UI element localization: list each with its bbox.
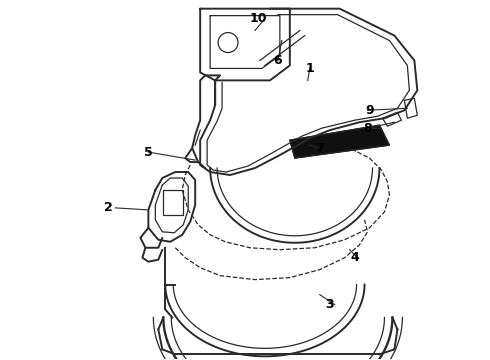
Text: 7: 7 [316,141,324,155]
Text: 4: 4 [350,251,359,264]
Text: 8: 8 [363,122,372,135]
Text: 3: 3 [325,298,334,311]
Text: 5: 5 [144,145,153,159]
Text: 10: 10 [249,12,267,25]
Text: 9: 9 [365,104,374,117]
Polygon shape [290,125,390,158]
Text: 6: 6 [273,54,282,67]
Text: 2: 2 [104,201,113,215]
Text: 1: 1 [305,62,314,75]
